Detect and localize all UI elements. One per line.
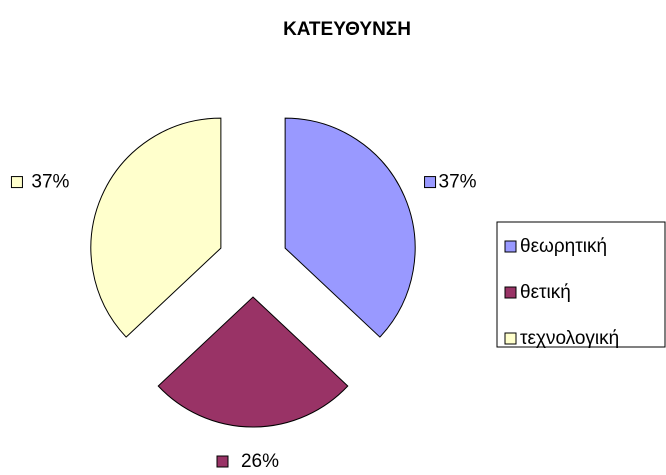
pie-slice [157, 296, 349, 428]
pie-slice [284, 117, 416, 338]
pie-slice [90, 117, 222, 338]
chart-title: ΚΑΤΕΥΘΥΝΣΗ [283, 19, 411, 40]
data-label: 37% [439, 172, 477, 193]
legend-marker [504, 240, 517, 253]
data-label-marker [216, 455, 229, 468]
legend-label: θεωρητική [520, 236, 607, 257]
legend-box [496, 221, 666, 348]
data-label: 26% [241, 451, 279, 472]
legend-label: τεχνολογική [520, 328, 619, 349]
data-label-marker [10, 176, 23, 189]
data-label: 37% [31, 172, 69, 193]
legend-marker [504, 286, 517, 299]
data-label-marker [424, 176, 437, 189]
legend-marker [504, 332, 517, 345]
legend-label: θετική [520, 282, 571, 303]
